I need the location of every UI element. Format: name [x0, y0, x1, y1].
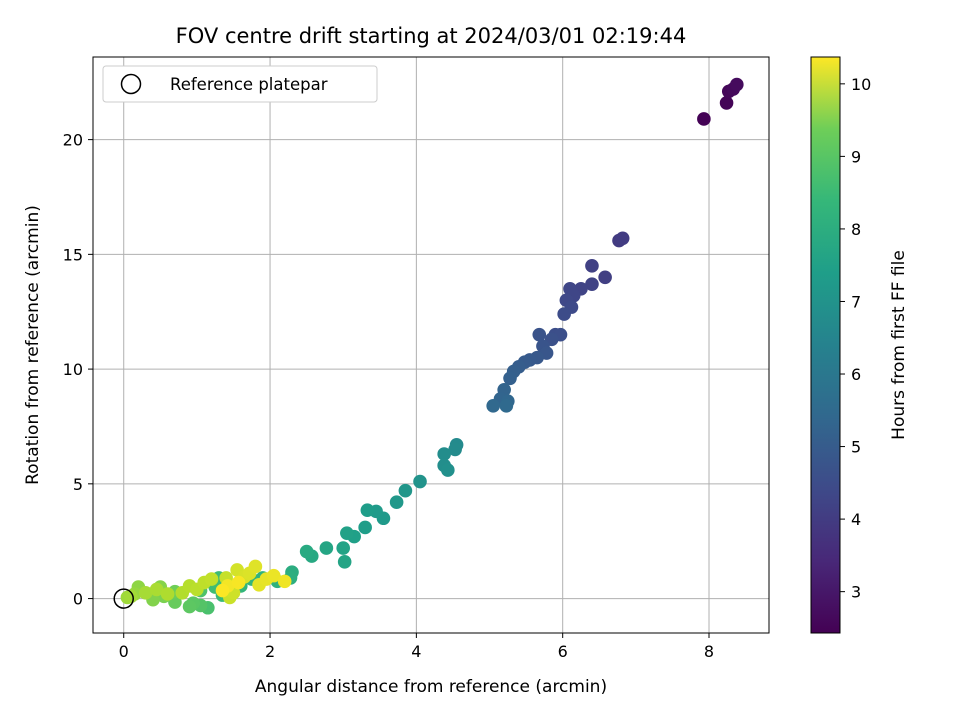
x-axis: 0 2 4 6 8 — [119, 633, 714, 661]
colorbar-tick-label: 7 — [851, 292, 861, 311]
grid — [93, 57, 769, 633]
y-axis: 0 5 10 15 20 — [63, 131, 93, 609]
legend-marker-icon — [120, 73, 142, 95]
y-tick-label: 20 — [63, 131, 83, 150]
data-point — [149, 582, 164, 597]
data-point — [585, 277, 599, 291]
data-point — [319, 541, 334, 555]
data-point — [340, 526, 354, 540]
legend: Reference platepar — [102, 65, 378, 103]
data-point — [437, 447, 451, 461]
y-tick-label: 15 — [63, 245, 83, 264]
data-point — [389, 495, 404, 509]
y-tick-label: 5 — [73, 475, 83, 494]
colorbar-gradient — [811, 57, 840, 633]
data-point — [204, 572, 219, 586]
data-point — [215, 583, 230, 598]
data-point — [337, 555, 352, 569]
data-point — [124, 589, 138, 604]
data-point — [486, 399, 500, 413]
data-points — [120, 77, 744, 615]
colorbar-tick-label: 5 — [851, 438, 861, 457]
data-point — [503, 371, 517, 386]
colorbar-frame — [810, 56, 841, 634]
data-point — [697, 112, 711, 126]
x-tick-label: 0 — [119, 642, 129, 661]
data-point — [266, 568, 281, 583]
data-point — [248, 559, 263, 574]
data-point — [598, 270, 612, 285]
data-point — [299, 544, 314, 559]
data-point — [336, 541, 351, 555]
colorbar-label: Hours from first FF file — [889, 250, 909, 440]
legend-entry: Reference platepar — [170, 75, 328, 94]
data-point — [719, 96, 734, 110]
y-tick-label: 0 — [73, 590, 83, 609]
colorbar-tick-label: 10 — [851, 75, 871, 94]
colorbar-tick-label: 3 — [851, 583, 861, 602]
colorbar-tick-label: 6 — [851, 365, 861, 384]
x-tick-label: 8 — [704, 642, 714, 661]
colorbar-tick-label: 9 — [851, 147, 861, 166]
data-point — [730, 77, 744, 92]
data-point — [277, 574, 292, 589]
data-point — [413, 474, 427, 489]
data-point — [441, 463, 455, 477]
data-point — [182, 599, 197, 614]
reference-marker — [113, 588, 134, 609]
x-tick-label: 2 — [265, 642, 275, 661]
x-tick-label: 4 — [411, 642, 421, 661]
colorbar-tick-label: 8 — [851, 220, 861, 239]
data-point — [360, 503, 375, 518]
colorbar: 3 4 5 6 7 8 9 10 Hours from first FF file — [810, 56, 909, 634]
chart-title: FOV centre drift starting at 2024/03/01 … — [176, 24, 687, 48]
legend-box — [102, 65, 378, 103]
colorbar-ticks: 3 4 5 6 7 8 9 10 — [840, 75, 871, 602]
data-point — [615, 231, 630, 246]
data-point — [160, 587, 175, 601]
x-tick-label: 6 — [558, 642, 568, 661]
data-point — [557, 307, 571, 321]
data-point — [231, 575, 246, 590]
data-point — [448, 442, 462, 457]
data-point — [138, 586, 153, 600]
plot-frame — [92, 56, 770, 634]
data-point — [585, 259, 599, 273]
y-tick-label: 10 — [63, 360, 83, 379]
x-axis-label: Angular distance from reference (arcmin) — [255, 677, 607, 697]
data-point — [358, 520, 372, 535]
y-axis-label: Rotation from reference (arcmin) — [23, 205, 43, 485]
data-point — [532, 327, 547, 342]
colorbar-tick-label: 4 — [851, 510, 861, 529]
data-point — [398, 483, 413, 498]
data-point — [499, 399, 514, 413]
